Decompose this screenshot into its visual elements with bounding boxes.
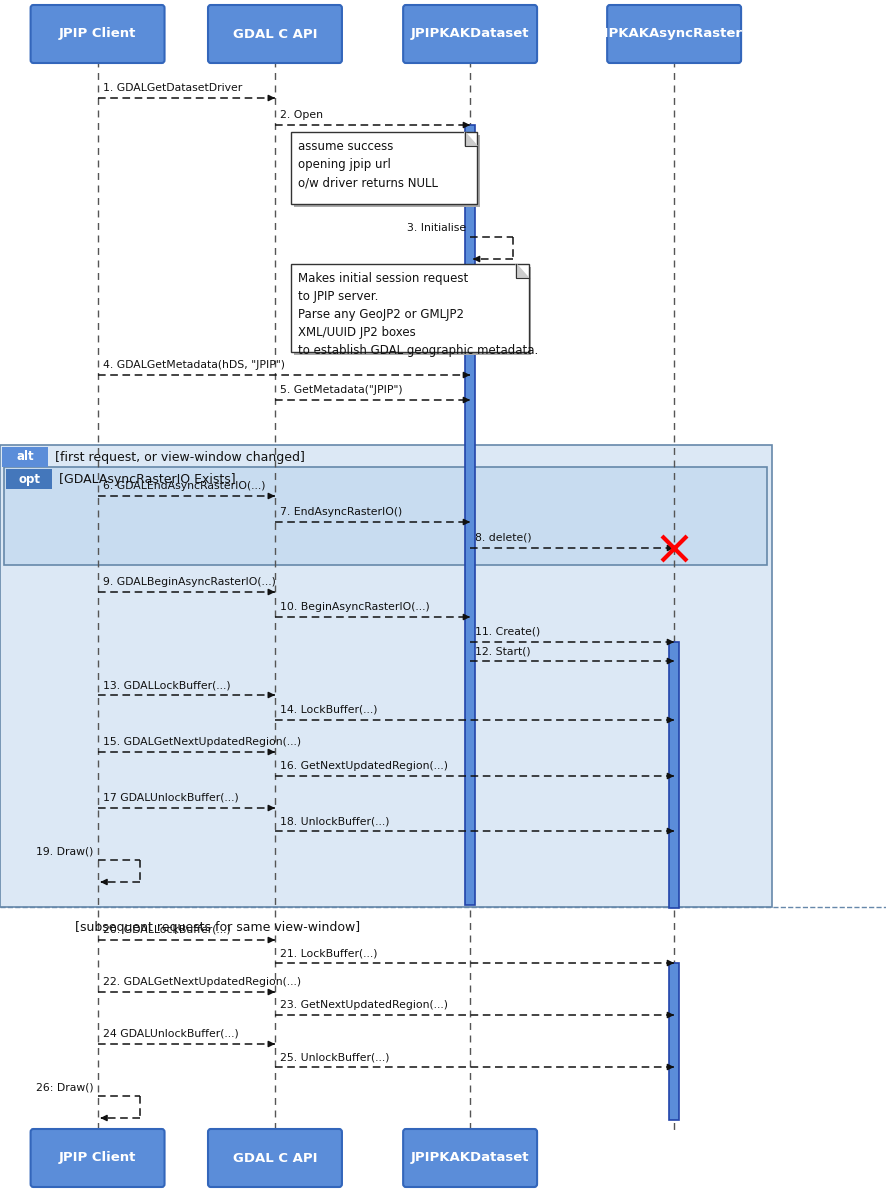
Bar	[669, 642, 679, 908]
Text: GDAL C API: GDAL C API	[232, 27, 317, 41]
Text: 5. GetMetadata("JPIP"): 5. GetMetadata("JPIP")	[280, 385, 402, 395]
Bar	[6, 468, 52, 489]
FancyBboxPatch shape	[402, 1129, 537, 1187]
Text: 2. Open: 2. Open	[280, 110, 323, 120]
Bar	[669, 963, 679, 1120]
Text: [subsequent requests for same view-window]: [subsequent requests for same view-windo…	[75, 921, 360, 935]
Bar	[291, 263, 528, 352]
Text: [first request, or view-window changed]: [first request, or view-window changed]	[55, 451, 305, 464]
Text: assume success
opening jpip url
o/w driver returns NULL: assume success opening jpip url o/w driv…	[298, 139, 438, 190]
Bar	[2, 447, 48, 467]
Text: alt: alt	[16, 451, 34, 464]
Text: Makes initial session request
to JPIP server.
Parse any GeoJP2 or GMLJP2
XML/UUI: Makes initial session request to JPIP se…	[298, 272, 538, 356]
Text: opt: opt	[19, 472, 40, 485]
Text: 20. GDALLockBuffer(...): 20. GDALLockBuffer(...)	[103, 925, 230, 935]
FancyBboxPatch shape	[207, 1129, 342, 1187]
FancyBboxPatch shape	[207, 5, 342, 63]
Text: 1. GDALGetDatasetDriver: 1. GDALGetDatasetDriver	[103, 83, 242, 93]
Text: 21. LockBuffer(...): 21. LockBuffer(...)	[280, 948, 377, 958]
Text: 24 GDALUnlockBuffer(...): 24 GDALUnlockBuffer(...)	[103, 1029, 238, 1039]
Text: 12. Start(): 12. Start()	[475, 646, 531, 656]
FancyBboxPatch shape	[30, 5, 165, 63]
Text: 14. LockBuffer(...): 14. LockBuffer(...)	[280, 704, 377, 715]
Text: 19. Draw(): 19. Draw()	[35, 846, 93, 856]
Text: 18. UnlockBuffer(...): 18. UnlockBuffer(...)	[280, 817, 389, 826]
Text: JPIPKAKDataset: JPIPKAKDataset	[410, 27, 529, 41]
FancyBboxPatch shape	[30, 1129, 165, 1187]
Bar	[291, 132, 477, 204]
Text: 6. GDALEndAsyncRasterIO(...): 6. GDALEndAsyncRasterIO(...)	[103, 482, 265, 491]
Text: 22. GDALGetNextUpdatedRegion(...): 22. GDALGetNextUpdatedRegion(...)	[103, 977, 300, 987]
Text: 8. delete(): 8. delete()	[475, 533, 532, 544]
Polygon shape	[516, 263, 528, 278]
Text: 15. GDALGetNextUpdatedRegion(...): 15. GDALGetNextUpdatedRegion(...)	[103, 737, 300, 747]
Text: JPIPKAKAsyncRasterIO: JPIPKAKAsyncRasterIO	[589, 27, 758, 41]
Bar	[293, 135, 479, 207]
Text: JPIP Client: JPIP Client	[58, 27, 136, 41]
Text: 13. GDALLockBuffer(...): 13. GDALLockBuffer(...)	[103, 679, 230, 690]
Text: [GDALAsyncRasterIO Exists]: [GDALAsyncRasterIO Exists]	[59, 472, 236, 485]
Bar	[4, 467, 766, 565]
Bar	[0, 445, 771, 907]
Text: 11. Create(): 11. Create()	[475, 627, 540, 637]
Text: 7. EndAsyncRasterIO(): 7. EndAsyncRasterIO()	[280, 507, 402, 517]
FancyBboxPatch shape	[606, 5, 741, 63]
Text: 10. BeginAsyncRasterIO(...): 10. BeginAsyncRasterIO(...)	[280, 602, 430, 611]
Polygon shape	[464, 132, 477, 145]
Text: 3. Initialise: 3. Initialise	[406, 223, 465, 232]
Text: 9. GDALBeginAsyncRasterIO(...): 9. GDALBeginAsyncRasterIO(...)	[103, 577, 276, 586]
FancyBboxPatch shape	[402, 5, 537, 63]
Text: GDAL C API: GDAL C API	[232, 1151, 317, 1165]
Text: JPIP Client: JPIP Client	[58, 1151, 136, 1165]
Text: 17 GDALUnlockBuffer(...): 17 GDALUnlockBuffer(...)	[103, 793, 238, 803]
Text: 4. GDALGetMetadata(hDS, "JPIP"): 4. GDALGetMetadata(hDS, "JPIP")	[103, 360, 284, 370]
Bar	[464, 125, 475, 905]
Text: 26: Draw(): 26: Draw()	[35, 1082, 93, 1092]
Text: 16. GetNextUpdatedRegion(...): 16. GetNextUpdatedRegion(...)	[280, 760, 447, 771]
Bar	[293, 267, 531, 355]
Text: JPIPKAKDataset: JPIPKAKDataset	[410, 1151, 529, 1165]
Text: 25. UnlockBuffer(...): 25. UnlockBuffer(...)	[280, 1053, 389, 1062]
Text: 23. GetNextUpdatedRegion(...): 23. GetNextUpdatedRegion(...)	[280, 1000, 447, 1010]
